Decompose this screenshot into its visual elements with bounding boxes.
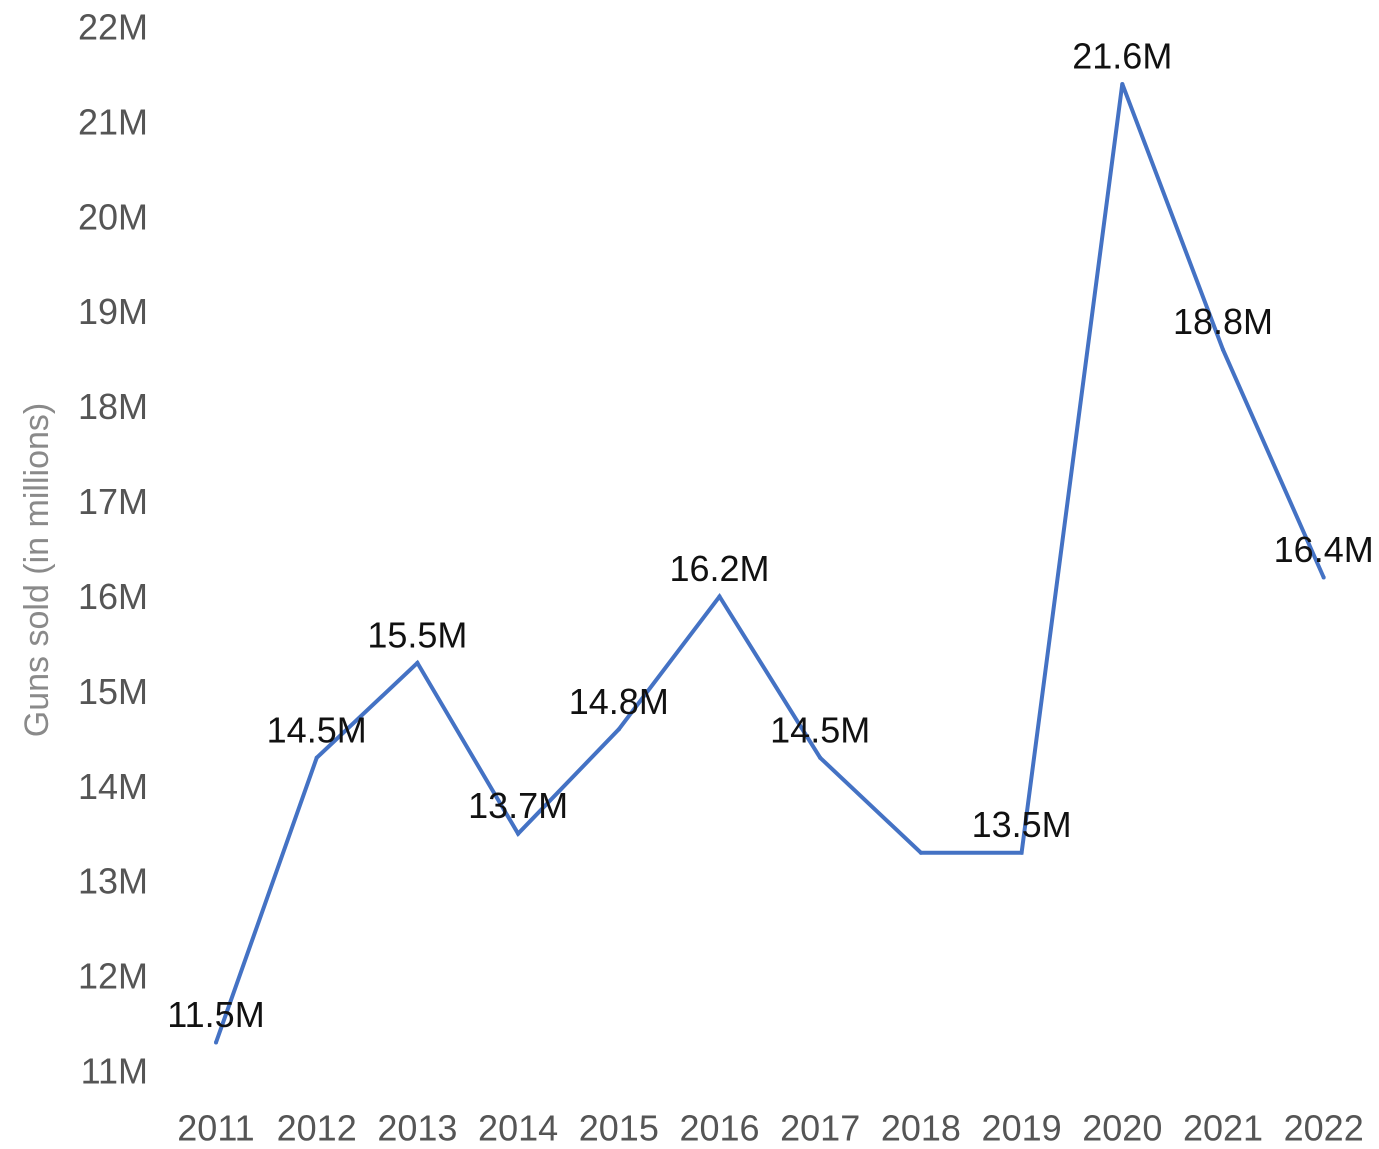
y-tick-label: 17M: [78, 481, 148, 522]
x-tick-label: 2020: [1082, 1108, 1162, 1149]
x-tick-label: 2017: [780, 1108, 860, 1149]
data-label: 21.6M: [1072, 35, 1172, 76]
data-point: [1019, 850, 1024, 855]
data-label: 15.5M: [367, 614, 467, 655]
data-point: [1120, 81, 1125, 86]
data-label: 14.5M: [267, 709, 367, 750]
data-label: 14.5M: [770, 709, 870, 750]
data-label: 18.8M: [1173, 301, 1273, 342]
x-tick-label: 2016: [679, 1108, 759, 1149]
data-point: [214, 1040, 218, 1045]
x-tick-label: 2014: [478, 1108, 558, 1149]
data-point: [818, 755, 823, 760]
y-tick-label: 22M: [78, 7, 148, 48]
x-tick-label: 2011: [177, 1108, 254, 1149]
data-label: 13.7M: [468, 785, 568, 826]
x-tick-label: 2022: [1284, 1108, 1364, 1149]
data-label: 14.8M: [569, 681, 669, 722]
x-tick-label: 2012: [277, 1108, 357, 1149]
series-line: [214, 83, 1326, 1044]
x-tick-label: 2018: [881, 1108, 961, 1149]
y-tick-label: 11M: [81, 1051, 148, 1092]
series-group: [214, 81, 1326, 1045]
data-point: [616, 727, 621, 732]
y-tick-label: 12M: [78, 956, 148, 997]
data-point: [1221, 347, 1225, 352]
x-tick-label: 2021: [1183, 1108, 1263, 1149]
data-point: [415, 660, 420, 665]
y-tick-label: 19M: [78, 291, 148, 332]
data-point: [516, 831, 521, 836]
data-label: 16.2M: [669, 548, 769, 589]
x-tick-label: 2015: [579, 1108, 659, 1149]
y-tick-label: 15M: [78, 671, 148, 712]
y-tick-label: 20M: [78, 196, 148, 237]
x-tick-label: 2013: [377, 1108, 457, 1149]
data-point: [717, 594, 722, 599]
y-tick-label: 21M: [78, 101, 148, 142]
y-tick-label: 18M: [78, 386, 148, 427]
x-tick-label: 2019: [982, 1108, 1062, 1149]
data-label: 11.5M: [167, 994, 264, 1035]
y-tick-label: 16M: [78, 576, 148, 617]
data-point: [314, 755, 319, 760]
y-axis-title: Guns sold (in millions): [18, 403, 56, 737]
x-axis-ticks: 2011 2012 2013 2014 2015 2016 2017 2018 2019 2020…: [177, 1108, 1363, 1149]
data-label: 16.4M: [1274, 529, 1374, 570]
data-label: 13.5M: [972, 804, 1072, 845]
y-axis-ticks: 11M 12M 13M 14M 15M 16M 17M 18M 19M 20M 21M 22M: [78, 7, 148, 1092]
data-point: [1321, 575, 1326, 580]
data-labels-group: 11.5M 14.5M 15.5M 13.7M 14.8M 16.2M 14.5M 13.5M…: [167, 35, 1373, 1035]
data-point: [918, 850, 923, 855]
y-tick-label: 13M: [78, 861, 148, 902]
y-tick-label: 14M: [78, 766, 148, 807]
